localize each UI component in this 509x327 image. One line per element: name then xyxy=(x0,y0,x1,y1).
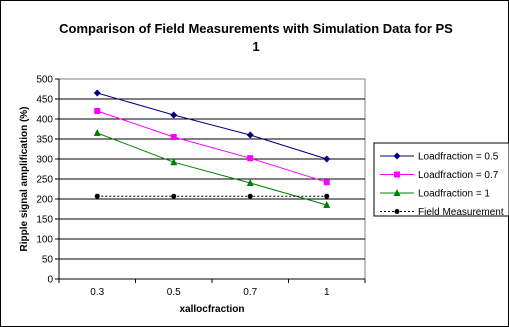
legend-marker xyxy=(394,209,400,214)
data-point xyxy=(246,131,254,139)
data-point xyxy=(247,155,254,162)
data-point xyxy=(93,129,101,136)
data-point xyxy=(170,158,178,166)
x-axis-title: xallocfraction xyxy=(179,304,244,315)
data-point xyxy=(323,179,330,186)
y-tick-label: 450 xyxy=(36,95,53,106)
y-axis-title: Ripple signal amplification (%) xyxy=(19,106,30,251)
series-0 xyxy=(93,89,331,163)
data-point xyxy=(323,201,331,208)
y-tick-label: 150 xyxy=(36,215,53,226)
y-axis-ticks: 0 50 100 150 200 250 300 350 400 450 500 xyxy=(36,75,60,286)
x-axis-ticks: 0.3 0.5 0.7 1 xyxy=(58,278,366,298)
series-line xyxy=(97,92,327,160)
legend-label: Loadfraction = 0.7 xyxy=(418,170,499,181)
series-2 xyxy=(93,129,331,208)
legend-marker xyxy=(393,189,401,196)
y-tick-label: 250 xyxy=(36,175,53,186)
y-tick-label: 0 xyxy=(47,275,53,286)
legend-marker xyxy=(393,152,401,160)
series-group xyxy=(93,89,331,208)
data-point xyxy=(324,193,330,199)
series-3 xyxy=(94,193,330,199)
y-tick-label: 400 xyxy=(36,115,53,126)
legend-label: Loadfraction = 0.5 xyxy=(418,152,499,163)
data-point xyxy=(247,193,253,199)
y-tick-label: 50 xyxy=(42,255,54,266)
data-point xyxy=(170,111,178,119)
y-tick-label: 100 xyxy=(36,235,53,246)
data-point xyxy=(93,89,101,97)
legend-label: Loadfraction = 1 xyxy=(418,189,490,200)
data-point xyxy=(171,193,177,199)
x-tick-label: 0.5 xyxy=(167,287,181,298)
y-tick-label: 500 xyxy=(36,75,53,86)
grid-lines xyxy=(59,98,365,260)
y-tick-label: 350 xyxy=(36,135,53,146)
y-tick-label: 300 xyxy=(36,155,53,166)
data-point xyxy=(94,108,101,114)
data-point xyxy=(94,193,100,199)
data-point xyxy=(246,179,254,186)
legend-marker xyxy=(394,171,400,178)
legend: Loadfraction = 0.5 Loadfraction = 0.7 Load… xyxy=(373,142,509,218)
chart-title-line2: 1 xyxy=(252,39,259,54)
legend-label: Field Measurement xyxy=(418,207,504,218)
chart-title-line1: Comparison of Field Measurements with Si… xyxy=(59,21,453,36)
data-point xyxy=(170,134,177,140)
series-line xyxy=(97,132,327,206)
x-tick-label: 1 xyxy=(324,287,330,298)
series-line xyxy=(97,110,327,183)
y-tick-label: 200 xyxy=(36,195,53,206)
series-1 xyxy=(94,108,330,186)
x-tick-label: 0.3 xyxy=(90,287,104,298)
x-tick-label: 0.7 xyxy=(243,287,257,298)
data-point xyxy=(323,155,331,163)
